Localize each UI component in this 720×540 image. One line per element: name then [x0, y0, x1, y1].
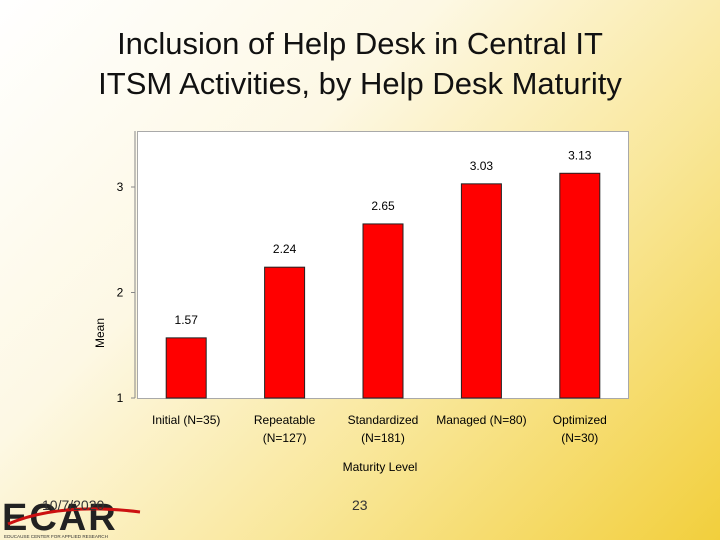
- y-tick-label: 3: [117, 180, 124, 194]
- bar: [559, 172, 601, 399]
- x-category-label: Managed (N=80): [436, 413, 526, 427]
- x-axis-label: Maturity Level: [343, 460, 418, 474]
- bar-value-label: 2.24: [273, 242, 297, 256]
- bar: [362, 223, 404, 399]
- bar-value-label: 2.65: [371, 199, 395, 213]
- x-category-label: Optimized: [553, 413, 607, 427]
- x-category-label: Standardized: [348, 413, 419, 427]
- bar-value-label: 1.57: [175, 313, 199, 327]
- x-category-label: Repeatable: [254, 413, 316, 427]
- slide-title: Inclusion of Help Desk in Central IT ITS…: [0, 24, 720, 104]
- x-category-label: (N=127): [263, 431, 307, 445]
- slide-date: 10/7/2020: [42, 497, 105, 513]
- bar-value-label: 3.13: [568, 148, 592, 162]
- x-category-label: Initial (N=35): [152, 413, 220, 427]
- y-tick-label: 1: [117, 391, 124, 405]
- logo-tagline: EDUCAUSE CENTER FOR APPLIED RESEARCH: [4, 534, 108, 539]
- y-tick-label: 2: [117, 286, 124, 300]
- chart-marks: 1 2 3 Mean 1.57 Initial (N=35) 2.24 Repeatable (…: [93, 131, 607, 474]
- ecar-logo: ECAR EDUCAUSE CENTER FOR APPLIED RESEARC…: [2, 497, 141, 539]
- y-axis-label: Mean: [93, 318, 107, 348]
- x-category-label: (N=181): [361, 431, 405, 445]
- bar: [460, 183, 502, 399]
- title-line-1: Inclusion of Help Desk in Central IT: [117, 26, 603, 61]
- logo-swoosh-icon: [7, 507, 141, 526]
- x-category-label: (N=30): [561, 431, 598, 445]
- bar-value-label: 3.03: [470, 159, 494, 173]
- slide-page-number: 23: [352, 497, 368, 513]
- title-line-2: ITSM Activities, by Help Desk Maturity: [98, 66, 622, 101]
- bar: [264, 266, 306, 399]
- bar: [165, 337, 207, 399]
